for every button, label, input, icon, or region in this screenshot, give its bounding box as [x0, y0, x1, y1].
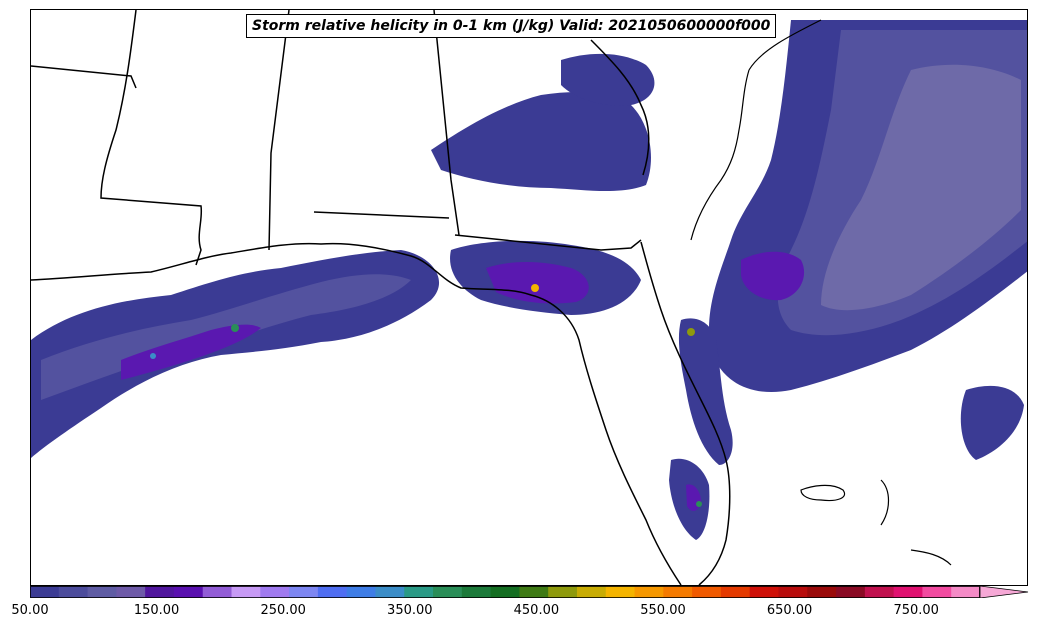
colorbar-segment — [663, 586, 693, 598]
helicity-field-panhandle-core — [486, 262, 589, 304]
cell-highlight-5 — [696, 501, 702, 507]
colorbar-segment — [778, 586, 808, 598]
coastline-atlantic — [640, 241, 731, 585]
colorbar-segment — [260, 586, 290, 598]
helicity-field-atlantic-core — [741, 251, 805, 301]
helicity-field-georgia — [431, 92, 651, 192]
colorbar-extend-arrow — [979, 586, 1029, 598]
colorbar-segment — [634, 586, 664, 598]
colorbar-segment — [922, 586, 952, 598]
colorbar-tick-label: 350.00 — [387, 603, 433, 618]
helicity-field-fl-east — [678, 318, 733, 465]
colorbar-segment — [836, 586, 866, 598]
colorbar-outline — [30, 586, 980, 598]
coastline-carolina — [748, 19, 822, 71]
colorbar-segment — [519, 586, 549, 598]
state-boundary-ms-al — [31, 65, 137, 89]
state-boundary-al-fl — [313, 211, 450, 219]
helicity-field-gulf-core — [121, 324, 261, 380]
colorbar-segment — [58, 586, 89, 598]
coastline-east-fl — [690, 69, 750, 241]
map-panel — [30, 9, 1028, 586]
helicity-field-atlantic-light — [821, 64, 1021, 311]
colorbar — [30, 586, 1029, 598]
colorbar-segment — [548, 586, 578, 598]
helicity-field-atlantic-east — [960, 385, 1024, 460]
coastline-bahamas — [880, 479, 952, 566]
colorbar-tick-labels: 50.00 150.00 250.00 350.00 450.00 550.00 650.0… — [0, 603, 1037, 623]
helicity-field-carolina — [561, 53, 655, 106]
colorbar-segment — [317, 586, 348, 598]
coastline-keys — [800, 484, 846, 502]
cell-highlight-3 — [687, 328, 695, 336]
colorbar-segment — [404, 586, 434, 598]
colorbar-segment — [720, 586, 751, 598]
cell-highlight-2 — [531, 284, 539, 292]
colorbar-segment — [173, 586, 204, 598]
colorbar-tick-label: 50.00 — [11, 603, 49, 618]
colorbar-segment — [289, 586, 319, 598]
colorbar-segment — [202, 586, 233, 598]
colorbar-tick-label: 450.00 — [513, 603, 560, 618]
colorbar-segment — [951, 586, 981, 598]
colorbar-tick-label: 750.00 — [893, 603, 939, 618]
colorbar-segment — [375, 586, 405, 598]
colorbar-segment — [490, 586, 520, 598]
state-boundary-ga-sc — [590, 39, 650, 176]
cell-highlight-4 — [150, 353, 156, 359]
colorbar-segment — [692, 586, 722, 598]
colorbar-segment — [346, 586, 377, 598]
state-boundary-ga-fl — [454, 234, 642, 251]
state-boundary-al-ga — [433, 10, 460, 236]
colorbar-tick-label: 250.00 — [260, 603, 306, 618]
colorbar-segment — [461, 586, 492, 598]
colorbar-tick-label: 150.00 — [133, 603, 180, 618]
colorbar-segment — [864, 586, 895, 598]
colorbar-segment — [893, 586, 924, 598]
colorbar-tick-label: 650.00 — [766, 603, 813, 618]
colorbar-segment — [576, 586, 607, 598]
colorbar-segment — [30, 586, 60, 598]
colorbar-segment — [749, 586, 780, 598]
coastline-gulf — [31, 242, 682, 585]
state-boundary-ms-la — [100, 10, 203, 266]
colorbar-segment — [433, 586, 463, 598]
colorbar-segment — [807, 586, 837, 598]
cell-highlight-1 — [231, 324, 239, 332]
colorbar-segment — [87, 586, 117, 598]
colorbar-segment — [605, 586, 636, 598]
colorbar-segment — [145, 586, 175, 598]
state-boundary-al-ms — [268, 10, 290, 251]
colorbar-segment — [231, 586, 261, 598]
colorbar-tick-label: 550.00 — [640, 603, 686, 618]
map-title: Storm relative helicity in 0-1 km (J/kg)… — [246, 14, 777, 38]
helicity-map — [31, 10, 1027, 585]
colorbar-segment — [116, 586, 146, 598]
